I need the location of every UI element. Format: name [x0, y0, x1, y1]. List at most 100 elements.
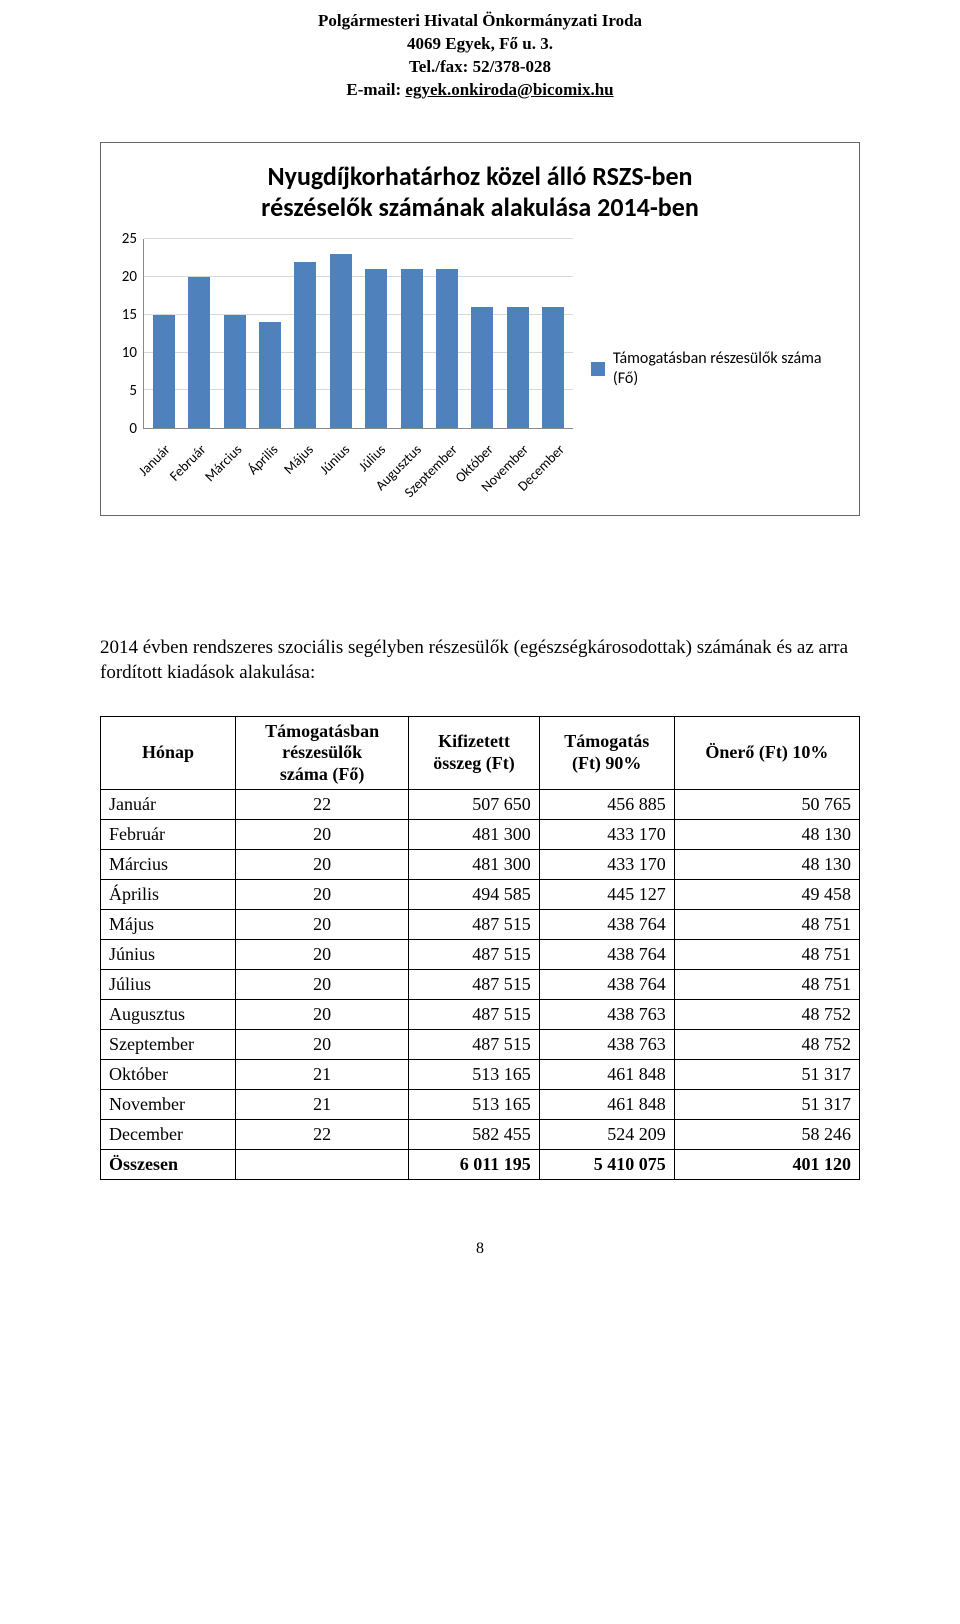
header-line-1: Polgármesteri Hivatal Önkormányzati Irod…	[100, 10, 860, 33]
table-cell: 48 130	[674, 850, 859, 880]
table-total-cell: 401 120	[674, 1150, 859, 1180]
table-cell: 487 515	[409, 940, 539, 970]
table-cell: 487 515	[409, 910, 539, 940]
x-tick: Május	[293, 429, 315, 499]
x-tick-label: Június	[316, 441, 353, 478]
table-cell: 20	[235, 1000, 408, 1030]
table-cell: 48 752	[674, 1030, 859, 1060]
table-cell: 20	[235, 970, 408, 1000]
table-total-cell: 5 410 075	[539, 1150, 674, 1180]
table-cell: 20	[235, 940, 408, 970]
header-line-3: Tel./fax: 52/378-028	[100, 56, 860, 79]
table-total-cell	[235, 1150, 408, 1180]
table-cell: Január	[101, 790, 236, 820]
table-cell: 487 515	[409, 1000, 539, 1030]
table-row: Január22507 650456 88550 765	[101, 790, 860, 820]
table-cell: 461 848	[539, 1060, 674, 1090]
table-cell: Július	[101, 970, 236, 1000]
table-cell: Október	[101, 1060, 236, 1090]
table-header-row: HónapTámogatásbanrészesülőkszáma (Fő)Kif…	[101, 716, 860, 790]
table-cell: 487 515	[409, 970, 539, 1000]
table-cell: Szeptember	[101, 1030, 236, 1060]
table-cell: 50 765	[674, 790, 859, 820]
bar	[365, 269, 387, 428]
table-cell: Június	[101, 940, 236, 970]
x-tick: Március	[222, 429, 244, 499]
table-cell: 438 764	[539, 970, 674, 1000]
table-row: Február20481 300433 17048 130	[101, 820, 860, 850]
bar	[401, 269, 423, 428]
page-header: Polgármesteri Hivatal Önkormányzati Irod…	[100, 10, 860, 102]
table-cell: 20	[235, 910, 408, 940]
table-cell: 438 763	[539, 1030, 674, 1060]
table-cell: Augusztus	[101, 1000, 236, 1030]
table-cell: 438 764	[539, 940, 674, 970]
table-cell: 20	[235, 850, 408, 880]
table-cell: 21	[235, 1090, 408, 1120]
legend-label: Támogatásban részesülők száma (Fő)	[613, 349, 849, 389]
y-axis: 2520151050	[111, 239, 143, 429]
table-cell: 20	[235, 880, 408, 910]
bar	[542, 307, 564, 428]
table-cell: 433 170	[539, 850, 674, 880]
table-cell: 494 585	[409, 880, 539, 910]
table-cell: 461 848	[539, 1090, 674, 1120]
table-cell: 507 650	[409, 790, 539, 820]
table-cell: November	[101, 1090, 236, 1120]
table-cell: 48 751	[674, 940, 859, 970]
x-tick: Június	[329, 429, 351, 499]
table-header-cell: Önerő (Ft) 10%	[674, 716, 859, 790]
bar	[330, 254, 352, 428]
x-tick: Február	[186, 429, 208, 499]
table-cell: 433 170	[539, 820, 674, 850]
table-header-cell: Támogatásbanrészesülőkszáma (Fő)	[235, 716, 408, 790]
chart-title-line-2: részéselők számának alakulása 2014-ben	[261, 191, 699, 223]
table-cell: Április	[101, 880, 236, 910]
x-tick-label: Április	[244, 441, 281, 478]
table-header-cell: Hónap	[101, 716, 236, 790]
table-cell: 445 127	[539, 880, 674, 910]
bar	[153, 315, 175, 428]
bar	[294, 262, 316, 428]
table-total-cell: Összesen	[101, 1150, 236, 1180]
table-total-row: Összesen 6 011 1955 410 075401 120	[101, 1150, 860, 1180]
table-row: Július20487 515438 76448 751	[101, 970, 860, 1000]
bar-chart: Nyugdíjkorhatárhoz közel álló RSZS-ben r…	[100, 142, 860, 516]
table-cell: 487 515	[409, 1030, 539, 1060]
x-axis: JanuárFebruárMárciusÁprilisMájusJúniusJú…	[143, 429, 573, 499]
table-row: Szeptember20487 515438 76348 752	[101, 1030, 860, 1060]
chart-title-line-1: Nyugdíjkorhatárhoz közel álló RSZS-ben	[268, 160, 693, 192]
x-tick: Szeptember	[437, 429, 459, 499]
table-cell: December	[101, 1120, 236, 1150]
page-number: 8	[100, 1240, 860, 1258]
table-cell: 524 209	[539, 1120, 674, 1150]
chart-legend: Támogatásban részesülők száma (Fő)	[573, 239, 849, 499]
table-total-cell: 6 011 195	[409, 1150, 539, 1180]
table-cell: 582 455	[409, 1120, 539, 1150]
grid-line	[144, 238, 573, 239]
x-tick-label: Február	[166, 441, 209, 484]
x-tick: Január	[150, 429, 172, 499]
table-cell: 48 752	[674, 1000, 859, 1030]
table-cell: Május	[101, 910, 236, 940]
table-row: Június20487 515438 76448 751	[101, 940, 860, 970]
table-cell: 48 130	[674, 820, 859, 850]
bar	[471, 307, 493, 428]
bar	[259, 322, 281, 428]
table-cell: 21	[235, 1060, 408, 1090]
table-row: November21513 165461 84851 317	[101, 1090, 860, 1120]
email-link[interactable]: egyek.onkiroda@bicomix.hu	[405, 80, 613, 99]
table-cell: 51 317	[674, 1060, 859, 1090]
table-cell: 48 751	[674, 970, 859, 1000]
table-cell: 438 763	[539, 1000, 674, 1030]
table-cell: 513 165	[409, 1060, 539, 1090]
x-tick-label: Május	[281, 441, 318, 478]
x-tick: Április	[257, 429, 279, 499]
email-prefix: E-mail:	[346, 80, 405, 99]
table-cell: 20	[235, 1030, 408, 1060]
data-table: HónapTámogatásbanrészesülőkszáma (Fő)Kif…	[100, 716, 860, 1181]
table-cell: Március	[101, 850, 236, 880]
x-tick: December	[544, 429, 566, 499]
header-email: E-mail: egyek.onkiroda@bicomix.hu	[100, 79, 860, 102]
table-cell: 58 246	[674, 1120, 859, 1150]
